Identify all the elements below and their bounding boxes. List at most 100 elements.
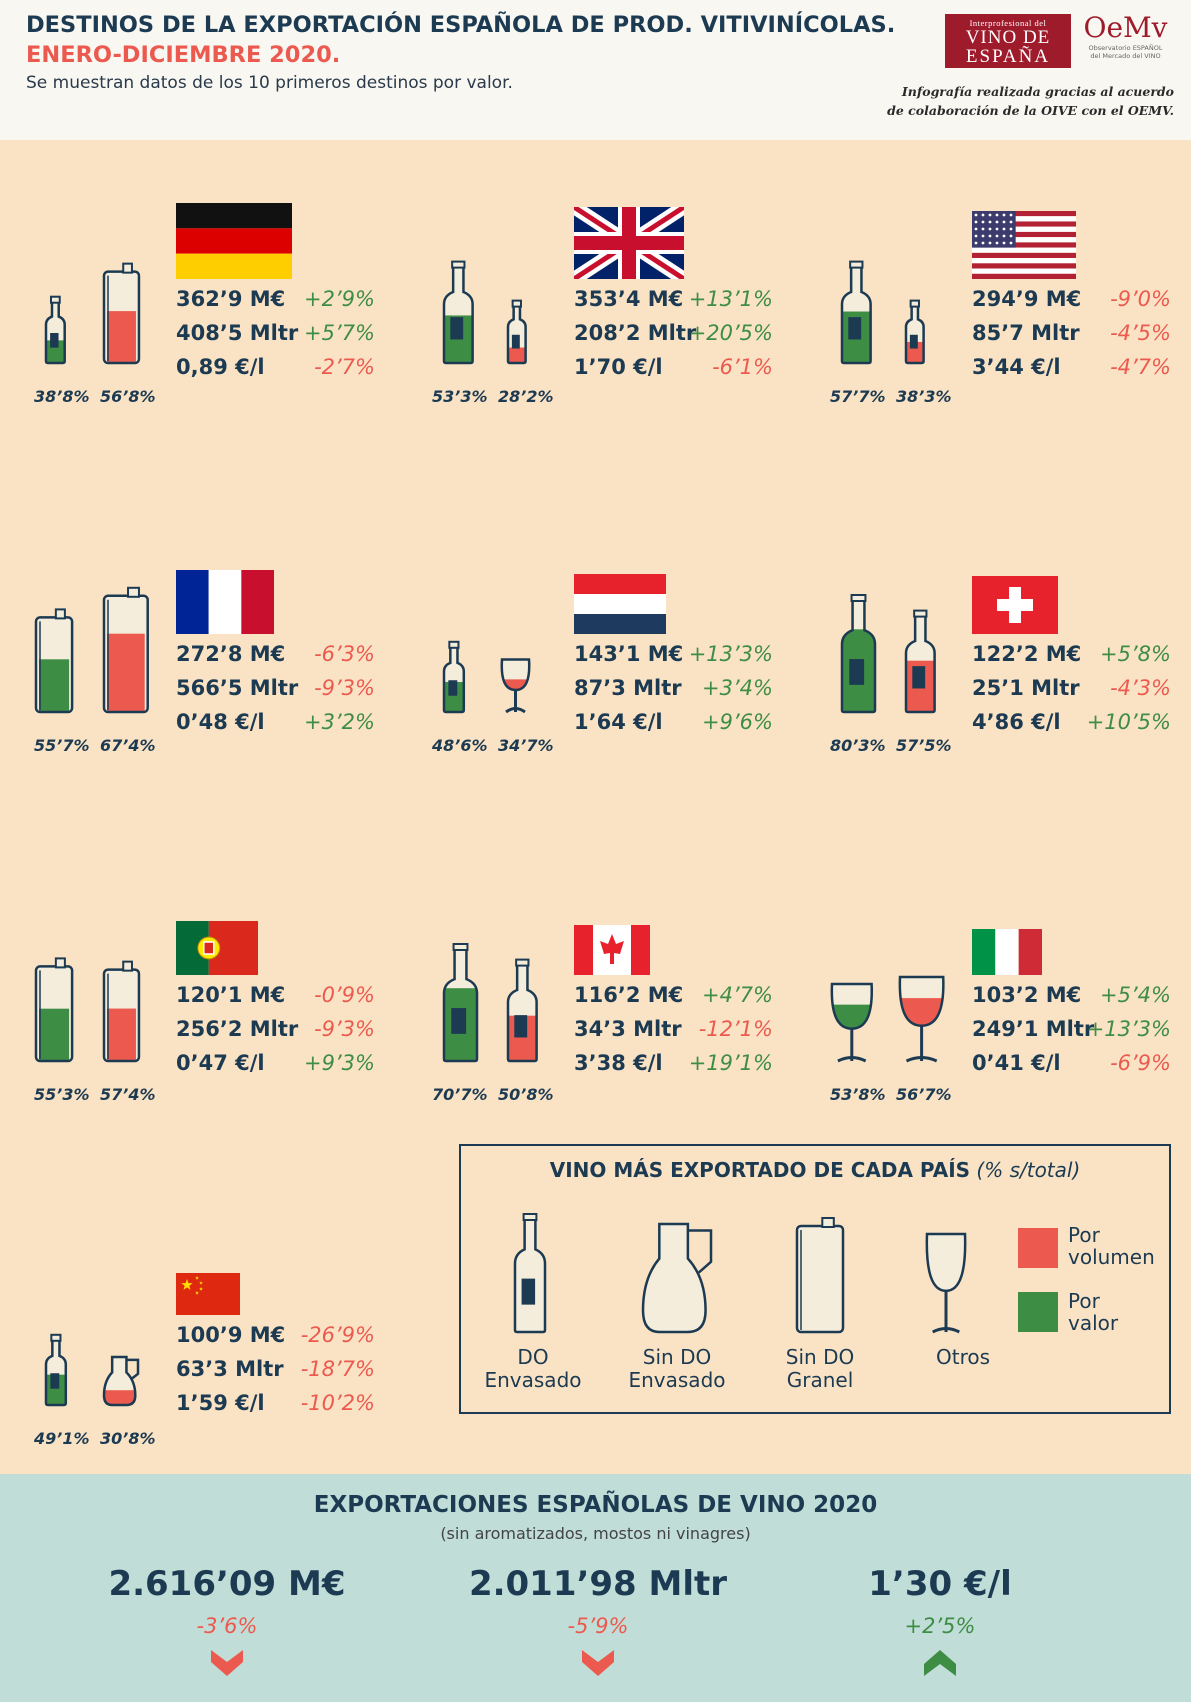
export-value-change: +13’1% (688, 287, 773, 311)
value-bottle-icon (840, 594, 877, 714)
export-volume-change: -12’1% (698, 1017, 773, 1041)
export-value: 272’8 M€ (176, 642, 286, 666)
export-price: 1’70 €/l (574, 355, 663, 379)
country-card-switzerland: 80’3% 57’5% 122’2 M€ +5’8% 25’1 Mltr -4’3% 4’8… (822, 534, 1191, 764)
totals-footer: EXPORTACIONES ESPAÑOLAS DE VINO 2020 (si… (0, 1474, 1191, 1702)
export-volume: 249’1 Mltr (972, 1017, 1095, 1041)
legend-swatch-volume (1018, 1228, 1058, 1268)
export-volume: 256’2 Mltr (176, 1017, 299, 1041)
export-price-change: +10’5% (1086, 710, 1171, 734)
header: DESTINOS DE LA EXPORTACIÓN ESPAÑOLA DE P… (0, 0, 1191, 140)
export-price-change: -6’1% (712, 355, 773, 379)
value-share: 80’3% (830, 736, 886, 755)
export-icons (442, 943, 538, 1063)
volume-share: 34’7% (498, 736, 554, 755)
bottle-icon (513, 1213, 547, 1334)
legend-title-main: VINO MÁS EXPORTADO DE CADA PAÍS (549, 1158, 971, 1182)
volume-share: 67’4% (100, 736, 156, 755)
export-volume-change: -4’3% (1110, 676, 1171, 700)
volume-share: 56’7% (896, 1085, 952, 1104)
country-card-usa: 57’7% 38’3% 294’9 M€ -9’0% 85’7 Mltr -4’5% 3’4… (822, 185, 1191, 415)
export-price-change: -2’7% (314, 355, 375, 379)
country-card-netherlands: 48’6% 34’7% 143’1 M€ +13’3% 87’3 Mltr +3’4% 1’… (424, 534, 794, 764)
page-title-period: ENERO-DICIEMBRE 2020. (26, 42, 341, 68)
export-icons (34, 957, 141, 1063)
export-volume-change: +20’5% (688, 321, 773, 345)
export-price-change: -6’9% (1110, 1051, 1171, 1075)
legend-item-line2: Envasado (628, 1368, 726, 1392)
legend-label-value-2: valor (1068, 1311, 1119, 1335)
export-volume-change: +5’7% (304, 321, 375, 345)
total-price-change: +2’5% (904, 1614, 976, 1638)
export-volume-change: -18’7% (300, 1357, 375, 1381)
logo-ive-line3: ESPAÑA (965, 46, 1051, 67)
legend-item-label: Sin DO Granel (745, 1346, 895, 1392)
france-flag-icon (176, 570, 274, 634)
export-price-change: +9’6% (702, 710, 773, 734)
legend-icons (513, 1213, 967, 1334)
legend-item-line2: Envasado (484, 1368, 582, 1392)
wine-glass-icon (925, 1232, 967, 1334)
legend-label-volume: Por volumen (1068, 1224, 1155, 1268)
volume-wine-glass-icon (898, 975, 945, 1063)
export-icons (44, 1333, 140, 1407)
export-price: 1’64 €/l (574, 710, 663, 734)
credit-note: Infografía realizada gracias al acuerdo … (854, 82, 1174, 120)
export-value-change: -26’9% (300, 1323, 375, 1347)
export-volume: 87’3 Mltr (574, 676, 682, 700)
export-value: 294’9 M€ (972, 287, 1082, 311)
legend-label-value: Por valor (1068, 1290, 1118, 1334)
chevron-down-icon (582, 1650, 614, 1676)
export-icons (442, 640, 531, 714)
volume-share: 57’5% (896, 736, 952, 755)
legend-item-line2: Granel (786, 1368, 854, 1392)
export-volume-change: -9’3% (314, 676, 375, 700)
logo-ive-line2: VINO DE (965, 27, 1051, 48)
export-volume: 208’2 Mltr (574, 321, 697, 345)
export-value-change: +2’9% (304, 287, 375, 311)
value-wine-glass-icon (830, 982, 873, 1063)
value-share: 38’8% (34, 387, 90, 406)
value-bottle-icon (442, 943, 479, 1063)
export-volume: 63’3 Mltr (176, 1357, 284, 1381)
legend-item-label: Otros (888, 1346, 1038, 1369)
logo-oemv-line1: Observatorio ESPAÑOL (1088, 44, 1163, 52)
value-share: 55’3% (34, 1085, 90, 1104)
country-card-canada: 70’7% 50’8% 116’2 M€ +4’7% 34’3 Mltr -12’1% 3’… (424, 883, 794, 1113)
legend-swatch-value (1018, 1292, 1058, 1332)
chevron-down-icon (211, 1650, 243, 1676)
credit-line-2: de colaboración de la OIVE con el OEMV. (887, 103, 1174, 118)
uk-flag-icon (574, 207, 684, 279)
legend-label-volume-1: Por (1068, 1223, 1100, 1247)
value-bulk-container-icon (34, 957, 74, 1063)
chevron-up-icon (924, 1650, 956, 1676)
export-icons (44, 262, 141, 365)
export-price: 3’38 €/l (574, 1051, 663, 1075)
export-volume-change: -9’3% (314, 1017, 375, 1041)
export-price: 0’41 €/l (972, 1051, 1061, 1075)
export-value: 116’2 M€ (574, 983, 684, 1007)
export-value-change: -0’9% (314, 983, 375, 1007)
legend-title-unit: (% s/total) (976, 1158, 1081, 1182)
page-title: DESTINOS DE LA EXPORTACIÓN ESPAÑOLA DE P… (26, 12, 896, 38)
value-share: 70’7% (432, 1085, 488, 1104)
legend-item-label: DO Envasado (458, 1346, 608, 1392)
value-share: 53’8% (830, 1085, 886, 1104)
export-price-change: +9’3% (304, 1051, 375, 1075)
export-volume: 566’5 Mltr (176, 676, 299, 700)
export-volume: 85’7 Mltr (972, 321, 1080, 345)
value-share: 48’6% (432, 736, 488, 755)
export-value: 353’4 M€ (574, 287, 684, 311)
legend-label-value-1: Por (1068, 1289, 1100, 1313)
legend-box: VINO MÁS EXPORTADO DE CADA PAÍS (% s/tot… (459, 1144, 1171, 1414)
export-price-change: +3’2% (304, 710, 375, 734)
export-value-change: +13’3% (688, 642, 773, 666)
export-value: 103’2 M€ (972, 983, 1082, 1007)
logo-oemv-line2: del Mercado del VINO (1090, 52, 1161, 60)
country-card-germany: 38’8% 56’8% 362’9 M€ +2’9% 408’5 Mltr +5’7% 0,… (26, 185, 396, 415)
value-bulk-container-icon (34, 608, 74, 714)
volume-share: 57’4% (100, 1085, 156, 1104)
value-bottle-icon (44, 295, 66, 365)
export-icons (830, 975, 945, 1063)
export-volume: 34’3 Mltr (574, 1017, 682, 1041)
